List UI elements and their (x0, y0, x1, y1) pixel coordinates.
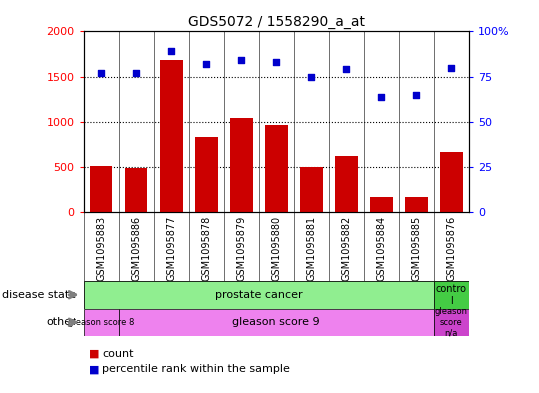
Bar (300, 167, 323, 212)
Bar (195, 137, 218, 212)
Text: count: count (102, 349, 134, 359)
Bar (265, 125, 288, 212)
Bar (230, 118, 253, 212)
Text: GSM1095884: GSM1095884 (376, 216, 386, 281)
Point (167, 48, 176, 55)
Text: GSM1095883: GSM1095883 (96, 216, 106, 281)
Text: contro
l: contro l (436, 284, 467, 305)
Text: GSM1095882: GSM1095882 (341, 216, 351, 281)
Text: percentile rank within the sample: percentile rank within the sample (102, 364, 291, 375)
Bar (160, 61, 183, 212)
Point (377, 94, 386, 100)
Bar (125, 168, 148, 212)
Text: GSM1095877: GSM1095877 (166, 216, 176, 281)
Text: gleason score 8: gleason score 8 (68, 318, 134, 327)
Text: GSM1095876: GSM1095876 (446, 216, 457, 281)
Point (342, 66, 351, 73)
Text: other: other (46, 317, 76, 327)
Bar (434, 309, 469, 336)
Point (447, 64, 456, 71)
Point (202, 61, 211, 67)
Bar (434, 281, 469, 309)
Title: GDS5072 / 1558290_a_at: GDS5072 / 1558290_a_at (188, 15, 365, 29)
Point (132, 70, 140, 76)
Text: gleason score 9: gleason score 9 (232, 317, 320, 327)
Bar (440, 152, 463, 212)
Text: GSM1095886: GSM1095886 (131, 216, 141, 281)
Text: GSM1095881: GSM1095881 (306, 216, 316, 281)
Text: GSM1095885: GSM1095885 (411, 216, 421, 281)
Point (97, 70, 106, 76)
Point (412, 92, 421, 98)
Bar (335, 156, 358, 212)
Text: ■: ■ (89, 364, 99, 375)
Text: GSM1095880: GSM1095880 (271, 216, 281, 281)
Text: prostate cancer: prostate cancer (215, 290, 302, 300)
Text: GSM1095879: GSM1095879 (236, 216, 246, 281)
Point (237, 57, 246, 64)
Bar (84, 309, 119, 336)
Bar (119, 309, 434, 336)
Point (272, 59, 281, 65)
Bar (89, 166, 113, 212)
Text: disease state: disease state (2, 290, 76, 300)
Text: gleason
score
n/a: gleason score n/a (435, 307, 468, 337)
Text: GSM1095878: GSM1095878 (201, 216, 211, 281)
Bar (405, 197, 428, 212)
Text: ■: ■ (89, 349, 99, 359)
Bar (370, 197, 393, 212)
Point (307, 73, 316, 80)
